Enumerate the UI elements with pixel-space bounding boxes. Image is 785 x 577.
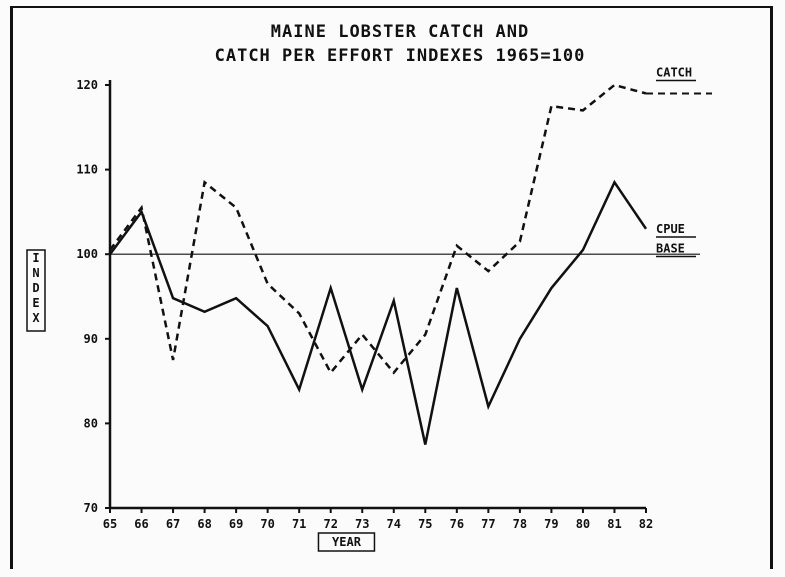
y-tick-label: 110	[76, 163, 98, 177]
x-tick-label: 80	[576, 517, 590, 531]
x-axis-label-box	[317, 532, 376, 552]
x-tick-label: 70	[260, 517, 274, 531]
x-tick-label: 65	[103, 517, 117, 531]
series-line-catch	[108, 83, 647, 375]
x-tick-label: 69	[229, 517, 243, 531]
x-tick-label: 68	[197, 517, 211, 531]
chart-title: MAINE LOBSTER CATCH AND	[270, 22, 530, 42]
x-tick-label: 71	[292, 517, 306, 531]
y-tick-label: 120	[76, 78, 98, 92]
x-tick-label: 77	[481, 517, 495, 531]
x-tick-label: 75	[418, 517, 432, 531]
x-tick-label: 78	[513, 517, 527, 531]
x-tick-label: 72	[323, 517, 337, 531]
frame-border	[10, 6, 773, 569]
y-tick-label: 100	[76, 247, 98, 261]
x-tick-label: 82	[639, 517, 653, 531]
y-tick-label: 70	[84, 501, 98, 515]
y-tick-label: 90	[84, 332, 98, 346]
x-tick-label: 67	[166, 517, 180, 531]
series-label-catch: CATCH	[656, 66, 692, 80]
x-tick-label: 73	[355, 517, 369, 531]
y-axis-label-box	[26, 249, 46, 332]
x-tick-label: 66	[134, 517, 148, 531]
chart-subtitle: CATCH PER EFFORT INDEXES 1965=100	[214, 46, 586, 66]
y-tick-label: 80	[84, 416, 98, 430]
x-tick-label: 81	[607, 517, 621, 531]
x-tick-label: 74	[387, 517, 401, 531]
series-label-cpue: CPUE	[656, 222, 685, 236]
series-label-base: BASE	[656, 242, 685, 256]
x-tick-label: 79	[544, 517, 558, 531]
series-line-cpue	[108, 179, 648, 445]
x-axis-label: YEAR	[332, 535, 362, 549]
x-tick-label: 76	[450, 517, 464, 531]
